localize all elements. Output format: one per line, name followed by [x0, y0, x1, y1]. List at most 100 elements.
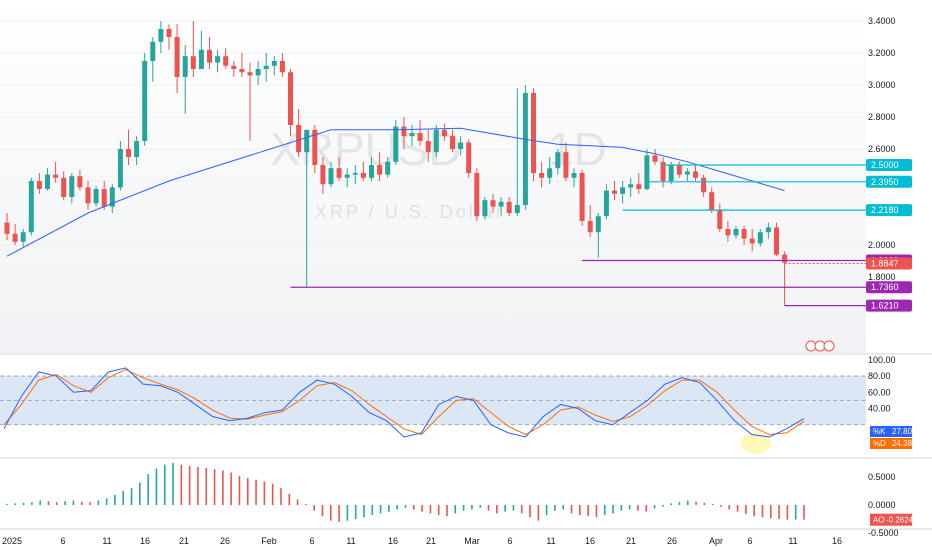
highlight-circle — [741, 432, 771, 454]
candle-body — [409, 133, 415, 137]
candle-body — [263, 65, 269, 69]
candle-body — [644, 155, 650, 189]
candle-body — [53, 174, 59, 178]
time-axis-label: 6 — [309, 536, 314, 546]
candle-body — [701, 177, 707, 193]
replay-icon[interactable] — [805, 340, 835, 352]
candle-body — [198, 49, 204, 69]
candle-body — [652, 155, 658, 162]
candle-body — [304, 129, 310, 153]
candle-body — [709, 192, 715, 210]
time-axis-label: 21 — [179, 536, 189, 546]
candle-body — [69, 176, 75, 197]
candle-body — [320, 165, 326, 185]
time-axis-label: 2025 — [2, 536, 22, 546]
candle-body — [733, 229, 739, 236]
candle-body — [77, 176, 83, 188]
candle-body — [360, 173, 366, 178]
candle-body — [571, 173, 577, 178]
candle-body — [514, 205, 520, 213]
candle-body — [190, 56, 196, 69]
candle-body — [239, 69, 245, 73]
price-axis-label: 2.0000 — [868, 240, 896, 250]
time-axis-label: Feb — [261, 536, 277, 546]
last-price-tag — [866, 257, 912, 270]
candle-body — [352, 173, 358, 175]
stochastic-k-value: 27.80 — [892, 427, 913, 436]
candle-body — [628, 184, 634, 188]
candle-body — [522, 93, 528, 205]
ao-name: AO — [873, 516, 885, 525]
stochastic-axis-label: 100.00 — [868, 355, 896, 365]
candle-body — [450, 136, 455, 149]
level-price-label: 2.3950 — [871, 177, 899, 187]
time-axis-label: 16 — [832, 536, 842, 546]
candle-body — [603, 190, 609, 217]
candle-body — [693, 171, 698, 178]
ao-value-tag — [870, 513, 912, 526]
candle-body — [587, 221, 593, 233]
candle-body — [482, 200, 488, 217]
time-axis-label: 26 — [667, 536, 677, 546]
candle-body — [393, 126, 399, 162]
stochastic-pane: 100.00 80.00 60.00 40.00 %K 27.80 %D 24.38 — [0, 353, 932, 454]
candle-body — [385, 161, 391, 175]
candle-body — [288, 72, 293, 125]
candle-body — [425, 141, 431, 153]
candle-body — [61, 177, 67, 197]
candle-body — [636, 184, 642, 189]
time-axis-label: 11 — [788, 536, 797, 546]
candle-body — [749, 238, 755, 244]
time-axis-label: Mar — [464, 536, 480, 546]
level-price-tag — [866, 299, 912, 312]
candle-body — [401, 126, 407, 137]
candle-body — [595, 216, 601, 233]
candle-body — [547, 168, 553, 178]
stochastic-d-value: 24.38 — [892, 439, 913, 448]
candle-body — [85, 187, 91, 204]
candle-body — [531, 93, 536, 173]
level-price-label: 2.2180 — [871, 205, 899, 215]
candle-body — [279, 61, 285, 73]
level-price-tag — [866, 281, 912, 294]
level-price-tag — [866, 175, 912, 188]
candle-body — [441, 129, 447, 137]
candle-body — [417, 133, 423, 141]
candle-body — [741, 229, 747, 239]
candle-body — [109, 187, 115, 207]
candle-body — [255, 69, 261, 76]
candle-body — [101, 189, 107, 207]
candle-body — [271, 61, 277, 66]
time-axis-label: 16 — [585, 536, 595, 546]
candle-body — [506, 201, 512, 213]
time-axis-label: 11 — [102, 536, 111, 546]
candle-body — [765, 227, 771, 233]
moving-average-line — [6, 127, 785, 257]
stochastic-k-name: %K — [873, 427, 886, 436]
candle-body — [466, 142, 472, 173]
stochastic-axis-label: 40.00 — [868, 404, 891, 414]
candle-body — [158, 29, 164, 42]
price-axis-label: 1.8000 — [868, 272, 896, 282]
candle-body — [215, 56, 221, 63]
price-pane: 3.60003.40003.20003.00002.80002.60002.40… — [0, 16, 912, 312]
ao-axis-label: 0.5000 — [868, 472, 896, 482]
candle-body — [4, 222, 10, 234]
level-price-label: 1.6210 — [871, 301, 899, 311]
candle-body — [725, 229, 731, 236]
candle-body — [660, 161, 666, 181]
level-price-label: 2.5000 — [871, 160, 899, 170]
stochastic-k-tag — [870, 426, 912, 437]
time-axis-label: 11 — [546, 536, 555, 546]
candle-body — [563, 152, 569, 178]
candle-body — [490, 200, 496, 207]
candle-body — [498, 201, 504, 207]
ao-pane: 0.5000 0.0000 -0.5000 AO -0.2624 — [0, 457, 932, 538]
stochastic-axis-label: 80.00 — [868, 371, 891, 381]
candle-body — [336, 168, 342, 178]
time-axis-label: Apr — [709, 536, 723, 546]
time-axis-label: 11 — [346, 536, 355, 546]
candle-body — [612, 190, 617, 194]
candle-body — [174, 37, 180, 77]
